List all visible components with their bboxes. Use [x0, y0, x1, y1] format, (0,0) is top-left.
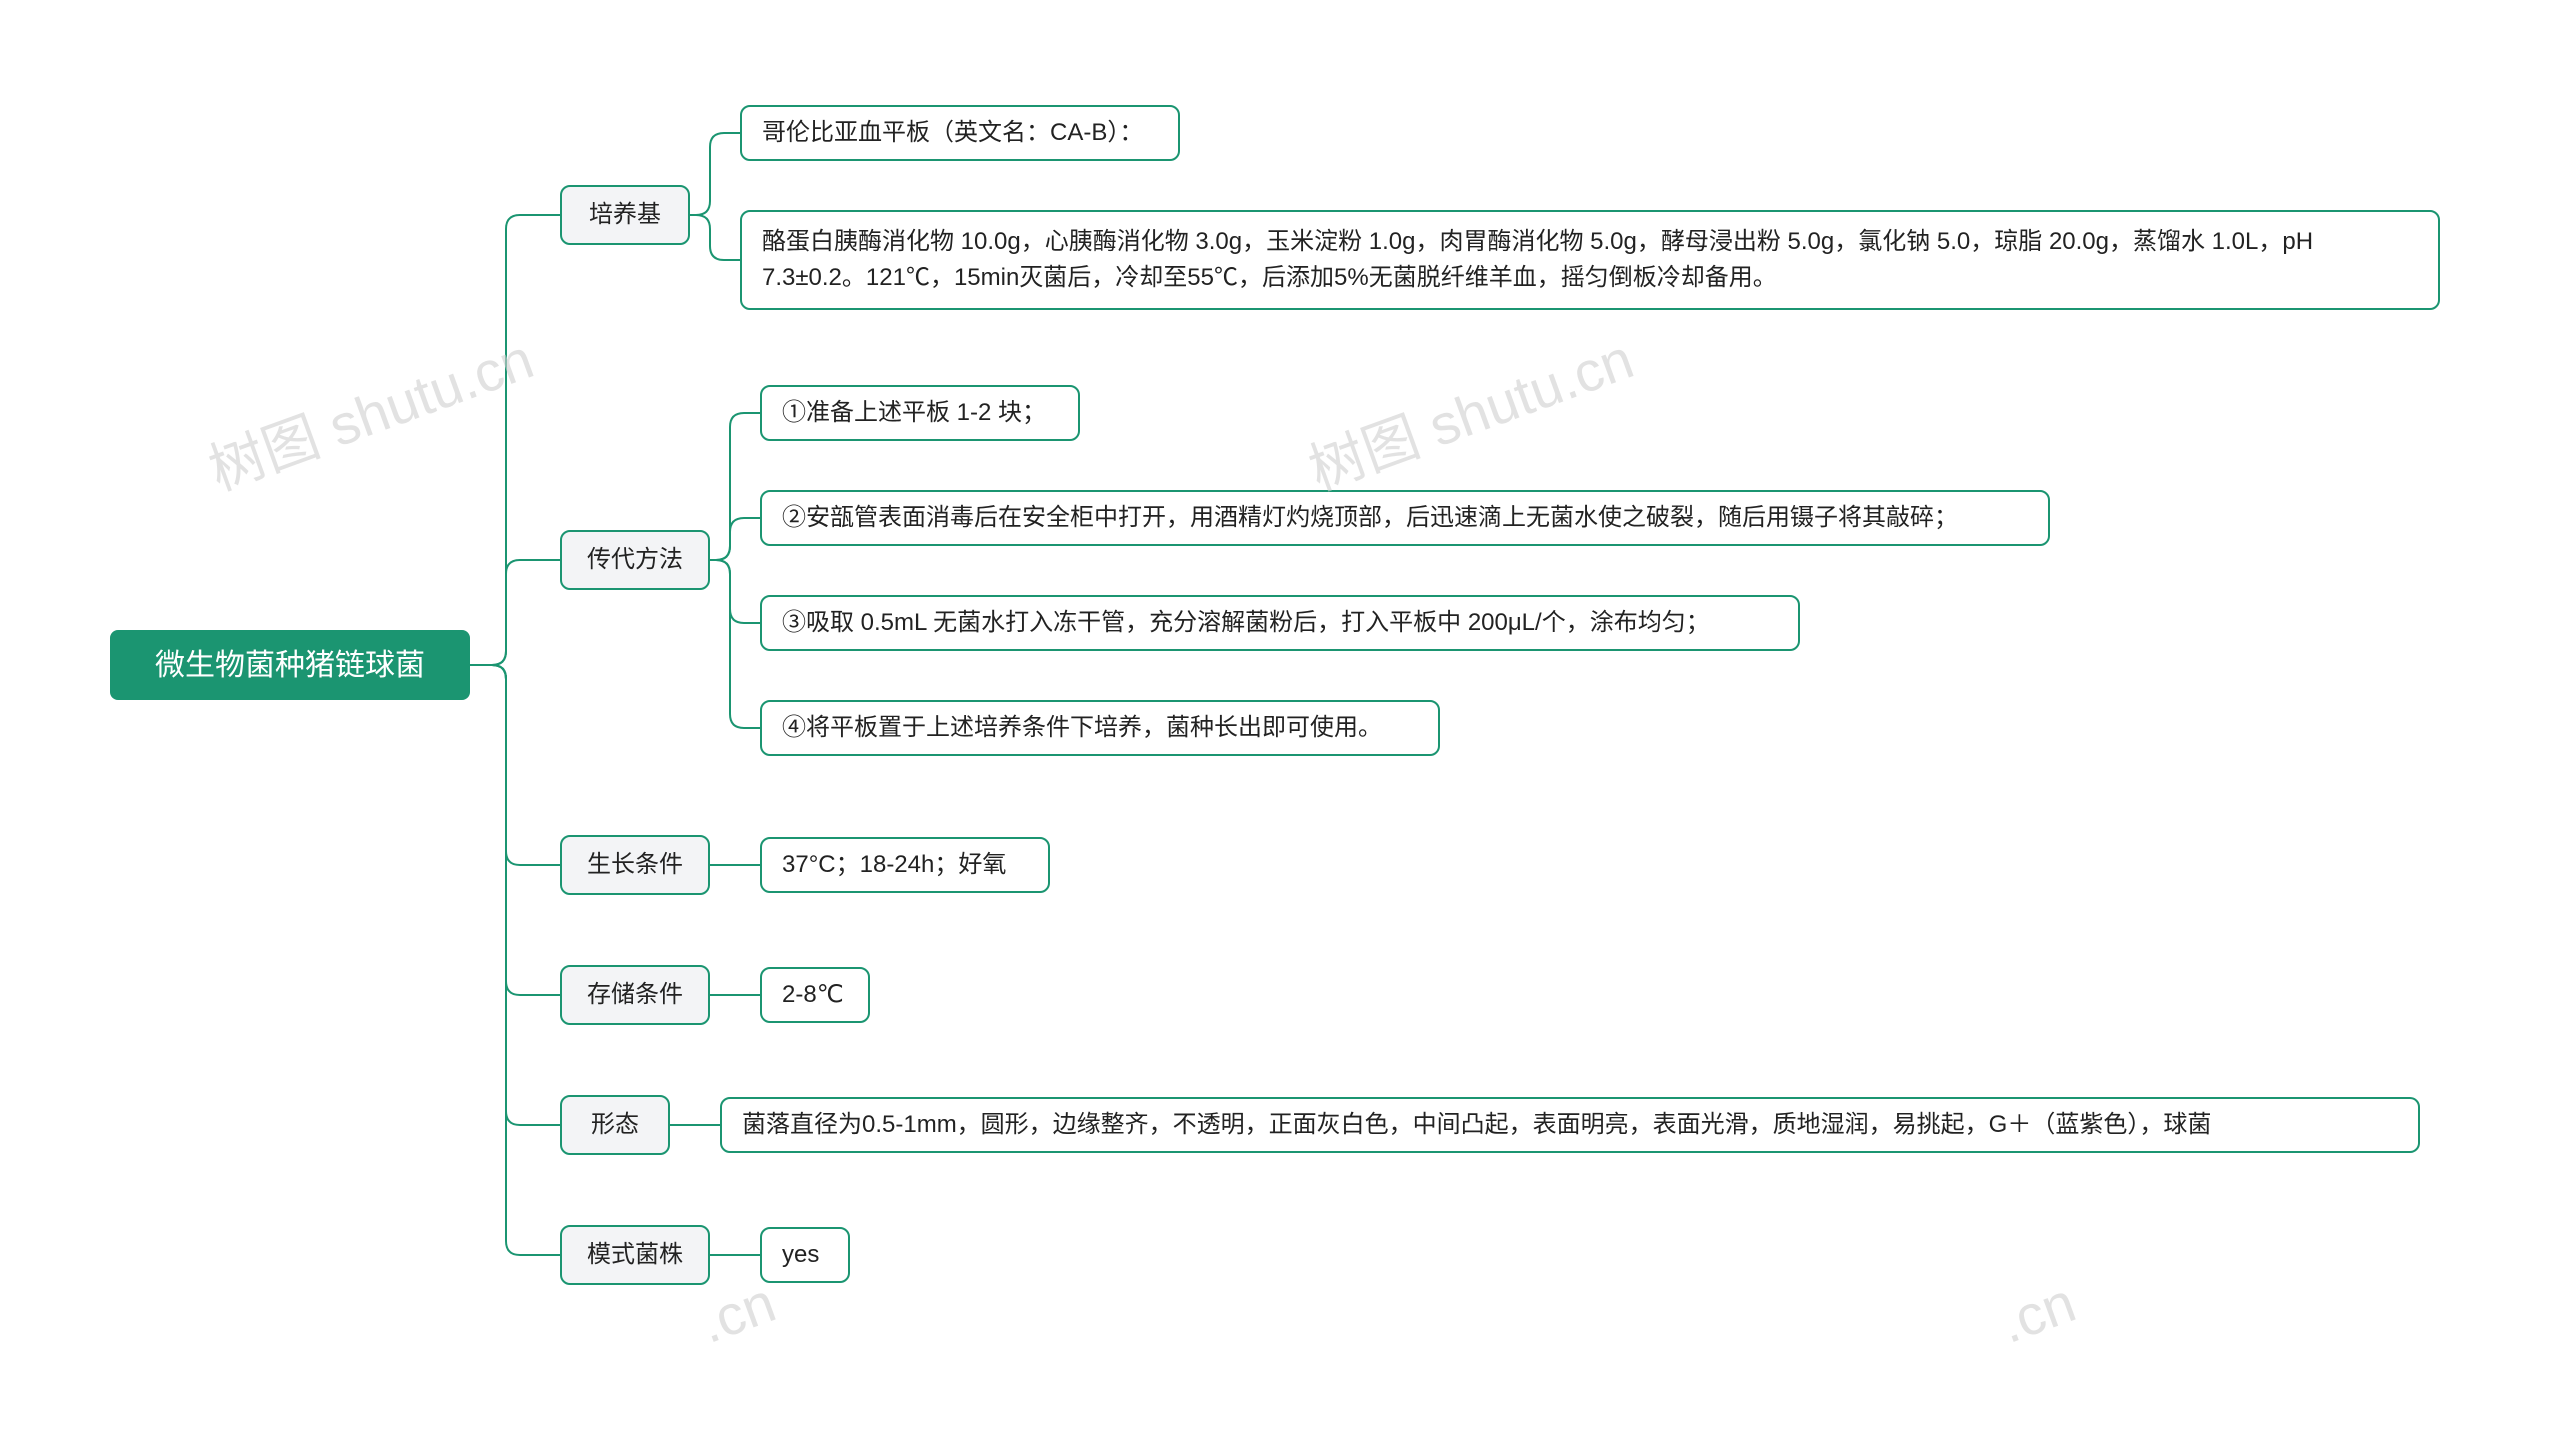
category-node[interactable]: 模式菌株 — [560, 1225, 710, 1285]
leaf-label: 菌落直径为0.5-1mm，圆形，边缘整齐，不透明，正面灰白色，中间凸起，表面明亮… — [742, 1107, 2398, 1143]
leaf-node[interactable]: ④将平板置于上述培养条件下培养，菌种长出即可使用。 — [760, 700, 1440, 756]
category-label: 模式菌株 — [587, 1237, 683, 1273]
leaf-node[interactable]: yes — [760, 1227, 850, 1283]
watermark: .cn — [1991, 1269, 2083, 1356]
leaf-label: 酪蛋白胰酶消化物 10.0g，心胰酶消化物 3.0g，玉米淀粉 1.0g，肉胃酶… — [762, 224, 2418, 296]
leaf-node[interactable]: 菌落直径为0.5-1mm，圆形，边缘整齐，不透明，正面灰白色，中间凸起，表面明亮… — [720, 1097, 2420, 1153]
leaf-node[interactable]: ②安瓿管表面消毒后在安全柜中打开，用酒精灯灼烧顶部，后迅速滴上无菌水使之破裂，随… — [760, 490, 2050, 546]
leaf-label: 37°C；18-24h；好氧 — [782, 847, 1028, 883]
category-label: 生长条件 — [587, 847, 683, 883]
leaf-label: 2-8℃ — [782, 977, 848, 1013]
category-node[interactable]: 传代方法 — [560, 530, 710, 590]
leaf-node[interactable]: 37°C；18-24h；好氧 — [760, 837, 1050, 893]
leaf-node[interactable]: 酪蛋白胰酶消化物 10.0g，心胰酶消化物 3.0g，玉米淀粉 1.0g，肉胃酶… — [740, 210, 2440, 310]
category-node[interactable]: 形态 — [560, 1095, 670, 1155]
mindmap-root[interactable]: 微生物菌种猪链球菌 — [110, 630, 470, 700]
watermark: 树图 shutu.cn — [196, 314, 543, 506]
category-label: 存储条件 — [587, 977, 683, 1013]
watermark: 树图 shutu.cn — [1296, 314, 1643, 506]
leaf-node[interactable]: ①准备上述平板 1-2 块； — [760, 385, 1080, 441]
leaf-label: ③吸取 0.5mL 无菌水打入冻干管，充分溶解菌粉后，打入平板中 200μL/个… — [782, 605, 1778, 641]
leaf-label: yes — [782, 1237, 828, 1273]
category-node[interactable]: 生长条件 — [560, 835, 710, 895]
category-label: 传代方法 — [587, 542, 683, 578]
category-label: 培养基 — [589, 197, 661, 233]
leaf-label: 哥伦比亚血平板（英文名：CA-B）： — [762, 115, 1158, 151]
category-node[interactable]: 培养基 — [560, 185, 690, 245]
leaf-label: ④将平板置于上述培养条件下培养，菌种长出即可使用。 — [782, 710, 1418, 746]
leaf-label: ②安瓿管表面消毒后在安全柜中打开，用酒精灯灼烧顶部，后迅速滴上无菌水使之破裂，随… — [782, 500, 2028, 536]
leaf-node[interactable]: 2-8℃ — [760, 967, 870, 1023]
leaf-node[interactable]: ③吸取 0.5mL 无菌水打入冻干管，充分溶解菌粉后，打入平板中 200μL/个… — [760, 595, 1800, 651]
leaf-label: ①准备上述平板 1-2 块； — [782, 395, 1058, 431]
root-label: 微生物菌种猪链球菌 — [155, 643, 425, 688]
category-node[interactable]: 存储条件 — [560, 965, 710, 1025]
category-label: 形态 — [591, 1107, 639, 1143]
leaf-node[interactable]: 哥伦比亚血平板（英文名：CA-B）： — [740, 105, 1180, 161]
